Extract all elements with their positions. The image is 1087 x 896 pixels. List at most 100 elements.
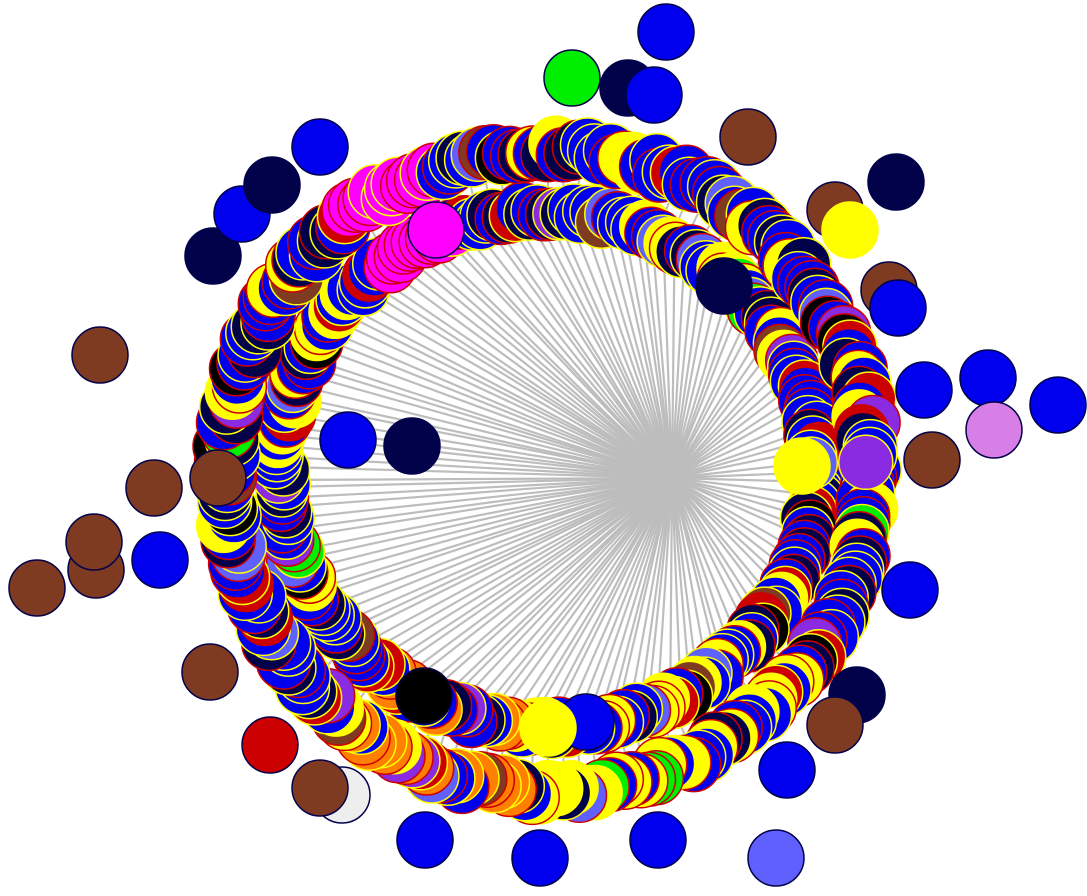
tree-edge <box>408 271 673 479</box>
tree-edge <box>316 476 673 557</box>
tree-edge <box>538 477 673 709</box>
tree-edge <box>322 369 673 480</box>
tree-edge <box>457 477 673 693</box>
outlier-node <box>903 431 961 489</box>
tree-edge <box>314 388 673 480</box>
outlier-node <box>869 279 927 337</box>
tree-edge <box>671 477 761 595</box>
tree-edge <box>671 477 765 589</box>
tree-edge <box>301 476 673 498</box>
tree-edge <box>554 231 673 479</box>
tree-edge <box>340 476 673 603</box>
tree-edge <box>574 233 674 479</box>
outlier-node <box>773 437 831 495</box>
outlier-node <box>395 667 453 725</box>
tree-edge <box>461 246 673 479</box>
tree-edge <box>669 477 674 678</box>
tree-edge <box>657 477 674 683</box>
outlier-node <box>511 829 569 887</box>
tree-edge <box>671 476 795 494</box>
outlier-node <box>71 326 129 384</box>
tree-edge <box>671 477 774 571</box>
tree-edge <box>671 476 791 524</box>
tree-edge <box>671 476 794 506</box>
tree-edge <box>360 312 673 479</box>
tree-edge <box>369 303 673 479</box>
tree-edge <box>318 377 673 480</box>
outlier-node <box>881 561 939 619</box>
tree-edge <box>494 236 673 479</box>
tree-edge <box>557 477 673 709</box>
tree-edge <box>549 477 673 709</box>
outlier-node <box>396 811 454 869</box>
outlier-node <box>291 759 349 817</box>
tree-edge <box>670 309 733 479</box>
outlier-node <box>959 349 1017 407</box>
tree-edge <box>631 477 674 694</box>
tree-edge <box>671 477 785 544</box>
tree-edge <box>330 476 673 586</box>
tree-edge <box>671 347 763 479</box>
outlier-node <box>821 201 879 259</box>
tree-edge <box>670 477 681 672</box>
tree-edge <box>402 477 673 665</box>
tree-edge <box>450 477 673 690</box>
tree-edge <box>641 477 674 691</box>
tree-edge <box>671 476 796 483</box>
tree-edge <box>671 340 758 479</box>
tree-edge <box>307 476 673 529</box>
tree-edge <box>530 477 673 709</box>
tree-edge <box>652 254 674 479</box>
tree-edge <box>662 259 674 479</box>
tree-edge <box>671 477 749 612</box>
tree-edge <box>435 256 673 479</box>
outlier-node <box>291 118 349 176</box>
tree-edge <box>420 477 673 676</box>
tree-edge <box>671 451 796 480</box>
tree-edge <box>399 277 673 479</box>
outlier-node <box>867 153 925 211</box>
tree-edge <box>607 238 674 479</box>
tree-edge <box>671 477 771 579</box>
tree-edge <box>337 343 673 480</box>
outlier-node <box>383 417 441 475</box>
tree-edge <box>671 366 773 479</box>
tree-edge <box>363 477 673 631</box>
tree-edge <box>489 477 673 703</box>
tree-edge <box>671 422 792 479</box>
tree-edge <box>670 314 738 479</box>
tree-edge <box>562 232 674 479</box>
tree-edge <box>671 477 778 563</box>
tree-edge <box>383 290 673 479</box>
tree-edge <box>333 476 673 592</box>
outlier-node <box>758 741 816 799</box>
tree-edge <box>670 477 715 648</box>
tree-edge <box>570 477 674 708</box>
outlier-node <box>637 3 695 61</box>
tree-edge <box>299 466 673 480</box>
tree-edge <box>313 476 673 549</box>
tree-edge <box>670 287 709 479</box>
tree-edge <box>310 399 673 480</box>
tree-edge <box>670 265 676 479</box>
tree-edge <box>670 270 685 479</box>
outlier-node <box>241 716 299 774</box>
tree-edge <box>518 477 673 708</box>
outlier-node <box>243 156 301 214</box>
tree-edge <box>670 477 697 662</box>
tree-edge <box>309 476 673 537</box>
tree-edge <box>346 476 673 610</box>
tree-edge <box>387 477 673 654</box>
outlier-node <box>184 227 242 285</box>
tree-edge <box>644 251 674 479</box>
tree-edge <box>477 477 673 700</box>
outlier-node <box>131 531 189 589</box>
tree-edge <box>671 477 743 620</box>
outlier-node <box>695 257 753 315</box>
outlier-node <box>719 108 777 166</box>
tree-edge <box>671 383 781 479</box>
tree-edge <box>349 326 673 479</box>
outlier-node <box>8 559 66 617</box>
tree-edge <box>670 477 735 629</box>
tree-edge <box>618 241 674 479</box>
